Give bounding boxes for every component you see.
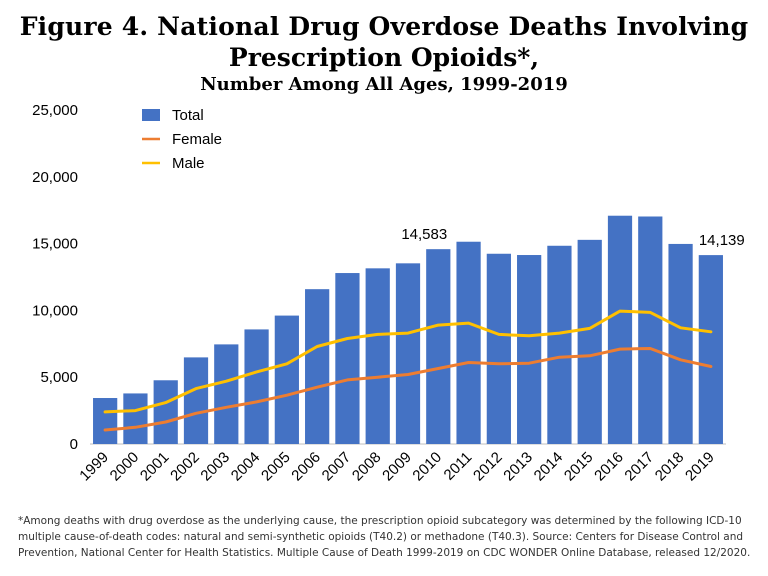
x-tick-label: 2009 — [379, 449, 415, 485]
x-tick-label: 2012 — [470, 449, 506, 485]
x-tick-label: 2010 — [409, 449, 445, 485]
data-label-2019: 14,139 — [699, 232, 745, 249]
y-tick-label: 25,000 — [32, 102, 78, 119]
line-female — [103, 347, 713, 432]
x-tick-label: 1999 — [76, 449, 112, 485]
legend-label-male: Male — [172, 155, 205, 172]
chart-canvas: 05,00010,00015,00020,00025,0001999200020… — [32, 102, 745, 485]
bar-total-2010 — [426, 249, 451, 444]
x-tick-label: 2000 — [107, 449, 143, 485]
x-tick-label: 2001 — [137, 449, 173, 485]
bar-total-2012 — [486, 253, 511, 444]
bar-total-2019 — [698, 255, 723, 444]
chart-title-line2: Prescription Opioids*, — [228, 43, 540, 72]
bar-total-2009 — [395, 263, 421, 444]
bar-total-2007 — [335, 273, 360, 444]
bar-total-2014 — [547, 245, 572, 444]
bar-total-2005 — [274, 315, 299, 444]
bar-total-2013 — [517, 255, 542, 444]
y-tick-label: 15,000 — [32, 236, 78, 253]
x-tick-label: 2016 — [591, 449, 627, 485]
chart-subtitle: Number Among All Ages, 1999-2019 — [200, 74, 568, 95]
y-tick-label: 10,000 — [32, 302, 78, 319]
bar-total-2004 — [244, 329, 269, 444]
bar-total-2001 — [153, 380, 178, 444]
y-tick-label: 20,000 — [32, 169, 78, 186]
bar-total-1999 — [93, 398, 118, 444]
bar-total-2008 — [365, 268, 390, 444]
bar-total-2017 — [638, 216, 663, 444]
x-tick-label: 2008 — [349, 449, 385, 485]
x-tick-label: 2019 — [682, 449, 718, 485]
bar-total-2003 — [214, 344, 239, 444]
y-tick-label: 0 — [70, 436, 78, 453]
legend-label-total: Total — [172, 107, 204, 124]
footnote: *Among deaths with drug overdose as the … — [18, 515, 751, 559]
x-tick-label: 2002 — [167, 449, 203, 485]
bar-total-2011 — [456, 241, 481, 444]
bar-total-2018 — [668, 243, 693, 444]
x-tick-label: 2013 — [500, 449, 536, 485]
bar-total-2006 — [305, 289, 330, 444]
y-tick-label: 5,000 — [40, 369, 78, 386]
line-male — [103, 309, 713, 414]
x-tick-label: 2018 — [652, 449, 688, 485]
x-tick-label: 2006 — [288, 449, 324, 485]
bar-total-2015 — [577, 239, 602, 444]
legend-swatch-total — [142, 109, 160, 121]
x-tick-label: 2011 — [441, 449, 476, 484]
x-tick-label: 2003 — [197, 449, 233, 485]
x-tick-label: 2004 — [228, 449, 264, 485]
legend-label-female: Female — [172, 131, 222, 148]
data-label-2010: 14,583 — [401, 226, 447, 243]
bar-total-2002 — [183, 357, 209, 444]
bar-total-2000 — [123, 393, 148, 444]
x-tick-label: 2007 — [319, 449, 355, 485]
x-tick-label: 2017 — [621, 449, 657, 485]
chart-title-line1: Figure 4. National Drug Overdose Deaths … — [19, 12, 749, 41]
x-tick-label: 2014 — [531, 449, 567, 485]
bar-total-2016 — [607, 215, 633, 444]
x-tick-label: 2005 — [258, 449, 294, 485]
x-tick-label: 2015 — [561, 449, 597, 485]
